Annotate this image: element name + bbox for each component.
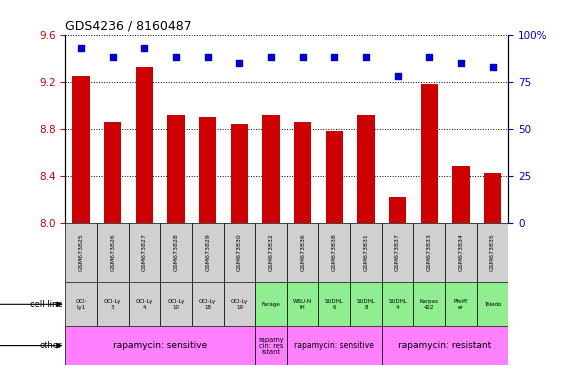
Text: GSM673828: GSM673828	[174, 233, 178, 271]
Bar	[477, 223, 508, 282]
Bar	[414, 223, 445, 282]
Bar	[319, 282, 350, 326]
Bar	[224, 282, 255, 326]
Bar	[199, 117, 216, 223]
Bar	[160, 223, 192, 282]
Text: SUDHL
6: SUDHL 6	[325, 299, 344, 310]
Text: rapamy
cin: res
istant: rapamy cin: res istant	[258, 337, 284, 354]
Bar	[255, 282, 287, 326]
Bar	[65, 326, 255, 365]
Text: GSM673835: GSM673835	[490, 233, 495, 271]
Text: GSM673837: GSM673837	[395, 233, 400, 271]
Bar	[97, 282, 128, 326]
Bar	[382, 223, 414, 282]
Point	[108, 54, 118, 60]
Text: OCI-Ly
18: OCI-Ly 18	[199, 299, 216, 310]
Text: SUDHL
8: SUDHL 8	[357, 299, 375, 310]
Bar	[73, 76, 90, 223]
Bar	[294, 122, 311, 223]
Text: GSM673825: GSM673825	[78, 233, 83, 271]
Point	[393, 73, 402, 79]
Point	[172, 54, 181, 60]
Bar	[287, 282, 319, 326]
Point	[330, 54, 339, 60]
Text: OCI-Ly
10: OCI-Ly 10	[168, 299, 185, 310]
Bar	[287, 223, 319, 282]
Bar	[414, 282, 445, 326]
Text: Karpas
422: Karpas 422	[420, 299, 438, 310]
Bar	[97, 223, 128, 282]
Text: OCI-Ly
3: OCI-Ly 3	[104, 299, 122, 310]
Point	[203, 54, 212, 60]
Text: rapamycin: sensitive: rapamycin: sensitive	[294, 341, 374, 350]
Bar	[160, 282, 192, 326]
Bar	[192, 223, 224, 282]
Bar	[128, 282, 160, 326]
Bar	[325, 131, 343, 223]
Bar	[452, 166, 470, 223]
Point	[298, 54, 307, 60]
Text: OCI-
Ly1: OCI- Ly1	[76, 299, 87, 310]
Bar	[420, 84, 438, 223]
Bar	[168, 114, 185, 223]
Text: Farage: Farage	[262, 302, 281, 307]
Text: cell line: cell line	[30, 300, 62, 309]
Bar	[255, 223, 287, 282]
Point	[235, 60, 244, 66]
Text: SUDHL
4: SUDHL 4	[388, 299, 407, 310]
Text: rapamycin: resistant: rapamycin: resistant	[398, 341, 492, 350]
Bar	[445, 282, 477, 326]
Point	[425, 54, 434, 60]
Text: Toledo: Toledo	[484, 302, 502, 307]
Text: rapamycin: sensitive: rapamycin: sensitive	[113, 341, 207, 350]
Text: GSM673826: GSM673826	[110, 233, 115, 271]
Bar	[389, 197, 406, 223]
Bar	[224, 223, 255, 282]
Point	[488, 63, 497, 70]
Text: GSM673833: GSM673833	[427, 233, 432, 271]
Bar	[192, 282, 224, 326]
Bar	[65, 223, 97, 282]
Point	[456, 60, 465, 66]
Bar	[128, 223, 160, 282]
Bar	[484, 173, 501, 223]
Bar	[319, 223, 350, 282]
Text: GSM673830: GSM673830	[237, 233, 242, 271]
Text: WSU-N
IH: WSU-N IH	[293, 299, 312, 310]
Bar	[445, 223, 477, 282]
Bar	[357, 114, 375, 223]
Text: OCI-Ly
19: OCI-Ly 19	[231, 299, 248, 310]
Text: Pfeiff
er: Pfeiff er	[454, 299, 468, 310]
Bar	[382, 282, 414, 326]
Bar	[350, 282, 382, 326]
Bar	[287, 326, 382, 365]
Text: GSM673831: GSM673831	[364, 233, 369, 271]
Text: GSM673834: GSM673834	[458, 233, 463, 271]
Text: GSM673829: GSM673829	[205, 233, 210, 271]
Point	[361, 54, 370, 60]
Bar	[255, 326, 287, 365]
Bar	[104, 122, 122, 223]
Point	[77, 45, 86, 51]
Bar	[477, 282, 508, 326]
Bar	[382, 326, 508, 365]
Text: GSM673832: GSM673832	[269, 233, 274, 271]
Point	[266, 54, 275, 60]
Text: OCI-Ly
4: OCI-Ly 4	[136, 299, 153, 310]
Text: GSM673836: GSM673836	[300, 233, 305, 271]
Text: GSM673827: GSM673827	[142, 233, 147, 271]
Bar	[231, 124, 248, 223]
Bar	[262, 114, 279, 223]
Bar	[65, 282, 97, 326]
Point	[140, 45, 149, 51]
Text: other: other	[40, 341, 62, 350]
Bar	[350, 223, 382, 282]
Text: GSM673838: GSM673838	[332, 233, 337, 271]
Text: GDS4236 / 8160487: GDS4236 / 8160487	[65, 19, 192, 32]
Bar	[136, 68, 153, 223]
